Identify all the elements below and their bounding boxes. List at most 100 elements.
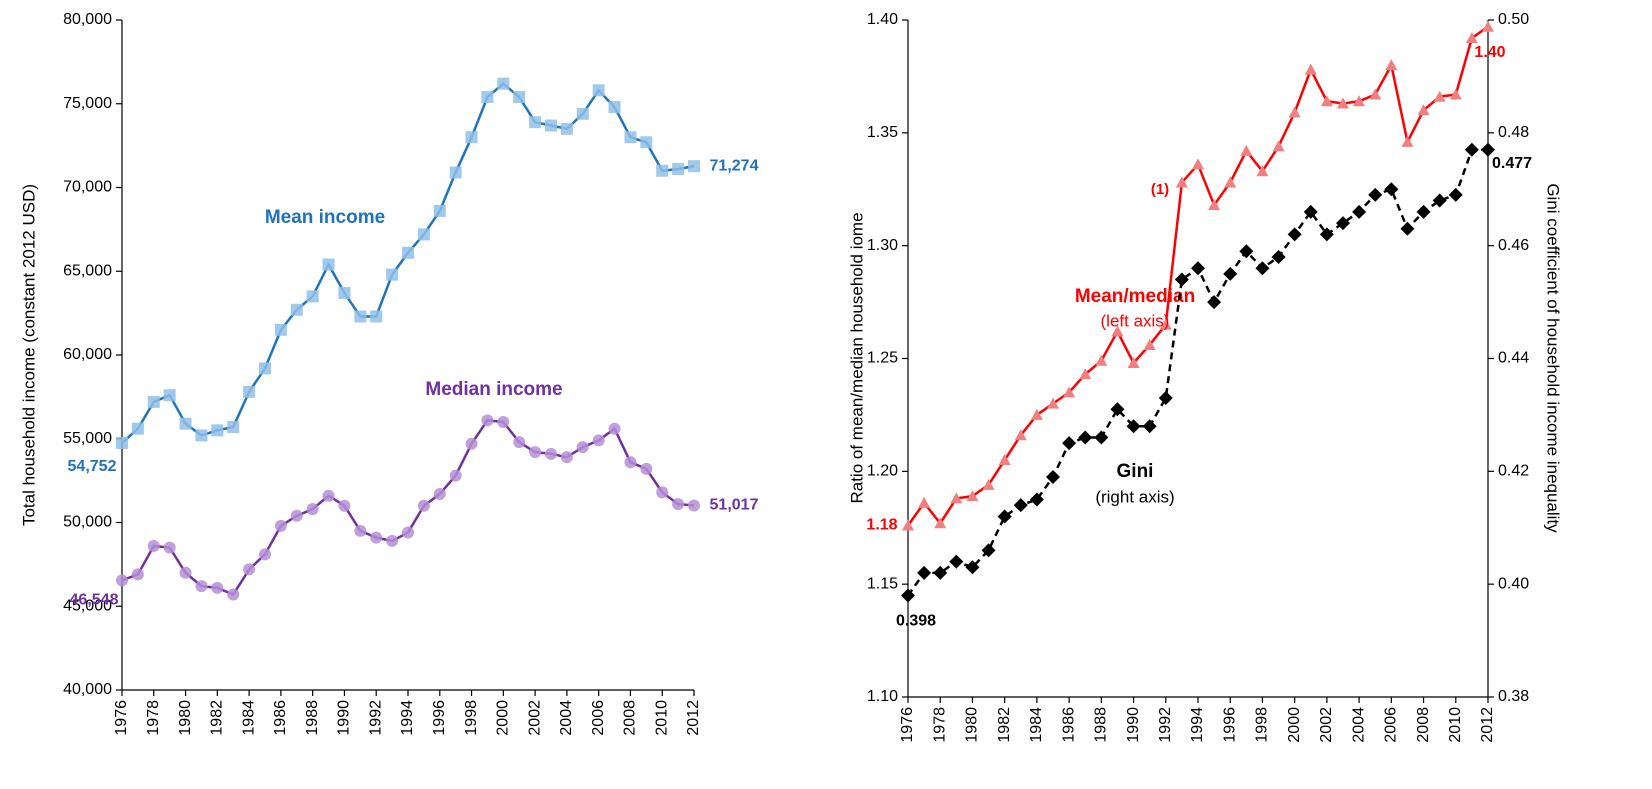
marker <box>966 490 979 502</box>
marker <box>449 469 462 482</box>
x-tick-label: 1980 <box>177 700 194 736</box>
marker <box>147 539 160 552</box>
marker <box>1063 386 1076 398</box>
x-tick-label: 2004 <box>558 700 575 736</box>
marker <box>1062 436 1077 451</box>
marker <box>1384 182 1399 197</box>
x-tick-label: 2008 <box>1415 707 1432 743</box>
marker <box>640 462 653 475</box>
chart: 40,000 45,000 50,000 55,000 60,000 65,000 70,0… <box>19 11 758 735</box>
marker <box>243 563 256 576</box>
y-tick-label: 40,000 <box>63 681 112 698</box>
marker <box>1029 492 1044 507</box>
marker <box>1400 221 1415 236</box>
marker <box>998 454 1011 466</box>
y-tick-label: 80,000 <box>63 11 112 28</box>
marker <box>1014 429 1027 441</box>
marker <box>402 246 414 259</box>
x-tick-label: 2000 <box>495 700 512 736</box>
marker <box>934 517 947 529</box>
marker <box>163 389 176 402</box>
marker <box>481 91 494 104</box>
series-note: (left axis) <box>1101 311 1170 330</box>
marker <box>560 451 573 464</box>
x-tick-label: 1986 <box>272 700 289 736</box>
marker <box>1288 106 1301 118</box>
marker <box>1142 419 1157 434</box>
marker <box>354 524 367 537</box>
series-line <box>906 25 1489 527</box>
x-tick-label: 1996 <box>1221 707 1238 743</box>
marker <box>227 421 240 434</box>
x-tick-label: 2010 <box>653 700 670 736</box>
x-tick-label: 2000 <box>1286 707 1303 743</box>
marker <box>370 310 383 323</box>
marker <box>195 429 208 442</box>
marker <box>1030 408 1043 420</box>
x-tick-label: 1976 <box>899 707 916 743</box>
x-tick-label: 1984 <box>240 700 257 736</box>
marker <box>259 548 271 561</box>
marker <box>116 574 128 587</box>
marker <box>640 136 653 149</box>
marker <box>1417 104 1430 116</box>
y-tick-label: 45,000 <box>63 597 112 614</box>
marker <box>1353 95 1366 107</box>
value-label: 46,548 <box>70 592 119 609</box>
marker <box>243 385 256 398</box>
y2-tick-label: 0.40 <box>1498 575 1529 592</box>
marker <box>1271 249 1286 264</box>
marker <box>370 531 383 544</box>
marker <box>1368 187 1383 202</box>
marker <box>576 441 589 454</box>
marker <box>997 509 1012 524</box>
y-tick-label: 1.20 <box>867 463 898 480</box>
marker <box>195 580 208 593</box>
y-tick-label: 50,000 <box>63 514 112 531</box>
y-tick-label: 1.35 <box>867 124 898 141</box>
y-tick-label: 1.40 <box>867 11 898 28</box>
marker <box>1449 88 1462 100</box>
x-tick-label: 1982 <box>209 700 226 736</box>
value-label: 0.398 <box>896 613 936 630</box>
x-tick-label: 2004 <box>1350 707 1367 743</box>
marker <box>656 486 669 499</box>
marker <box>1352 204 1367 219</box>
series-label: Mean income <box>265 207 385 228</box>
marker <box>688 160 700 173</box>
marker <box>1095 354 1108 366</box>
marker <box>465 437 478 450</box>
marker <box>1304 63 1317 75</box>
x-tick-label: 2008 <box>622 700 639 736</box>
marker <box>624 456 637 469</box>
marker <box>465 131 478 144</box>
marker <box>1127 357 1140 369</box>
marker <box>1111 325 1124 337</box>
marker <box>513 436 526 449</box>
marker <box>1319 227 1334 242</box>
x-tick-label: 1978 <box>931 707 948 743</box>
x-tick-label: 1986 <box>1060 707 1077 743</box>
value-label: 71,274 <box>710 157 759 174</box>
y-tick-label: 60,000 <box>63 346 112 363</box>
series-label: Median income <box>425 379 562 400</box>
marker <box>1256 165 1269 177</box>
marker <box>918 496 931 508</box>
marker <box>1369 88 1382 100</box>
series-line <box>121 419 695 597</box>
marker <box>290 303 303 316</box>
marker <box>965 560 980 575</box>
annotation: (1) <box>1151 181 1169 198</box>
marker <box>1079 368 1092 380</box>
marker <box>274 323 287 336</box>
marker <box>981 543 996 558</box>
y-axis-label: Ratio of mean/median household iome <box>847 212 866 503</box>
marker <box>179 417 192 430</box>
x-tick-label: 1998 <box>1254 707 1271 743</box>
value-label: 0.477 <box>1492 155 1532 172</box>
marker <box>290 509 303 522</box>
x-tick-label: 2002 <box>526 700 543 736</box>
marker <box>338 499 351 512</box>
marker <box>1464 142 1479 157</box>
